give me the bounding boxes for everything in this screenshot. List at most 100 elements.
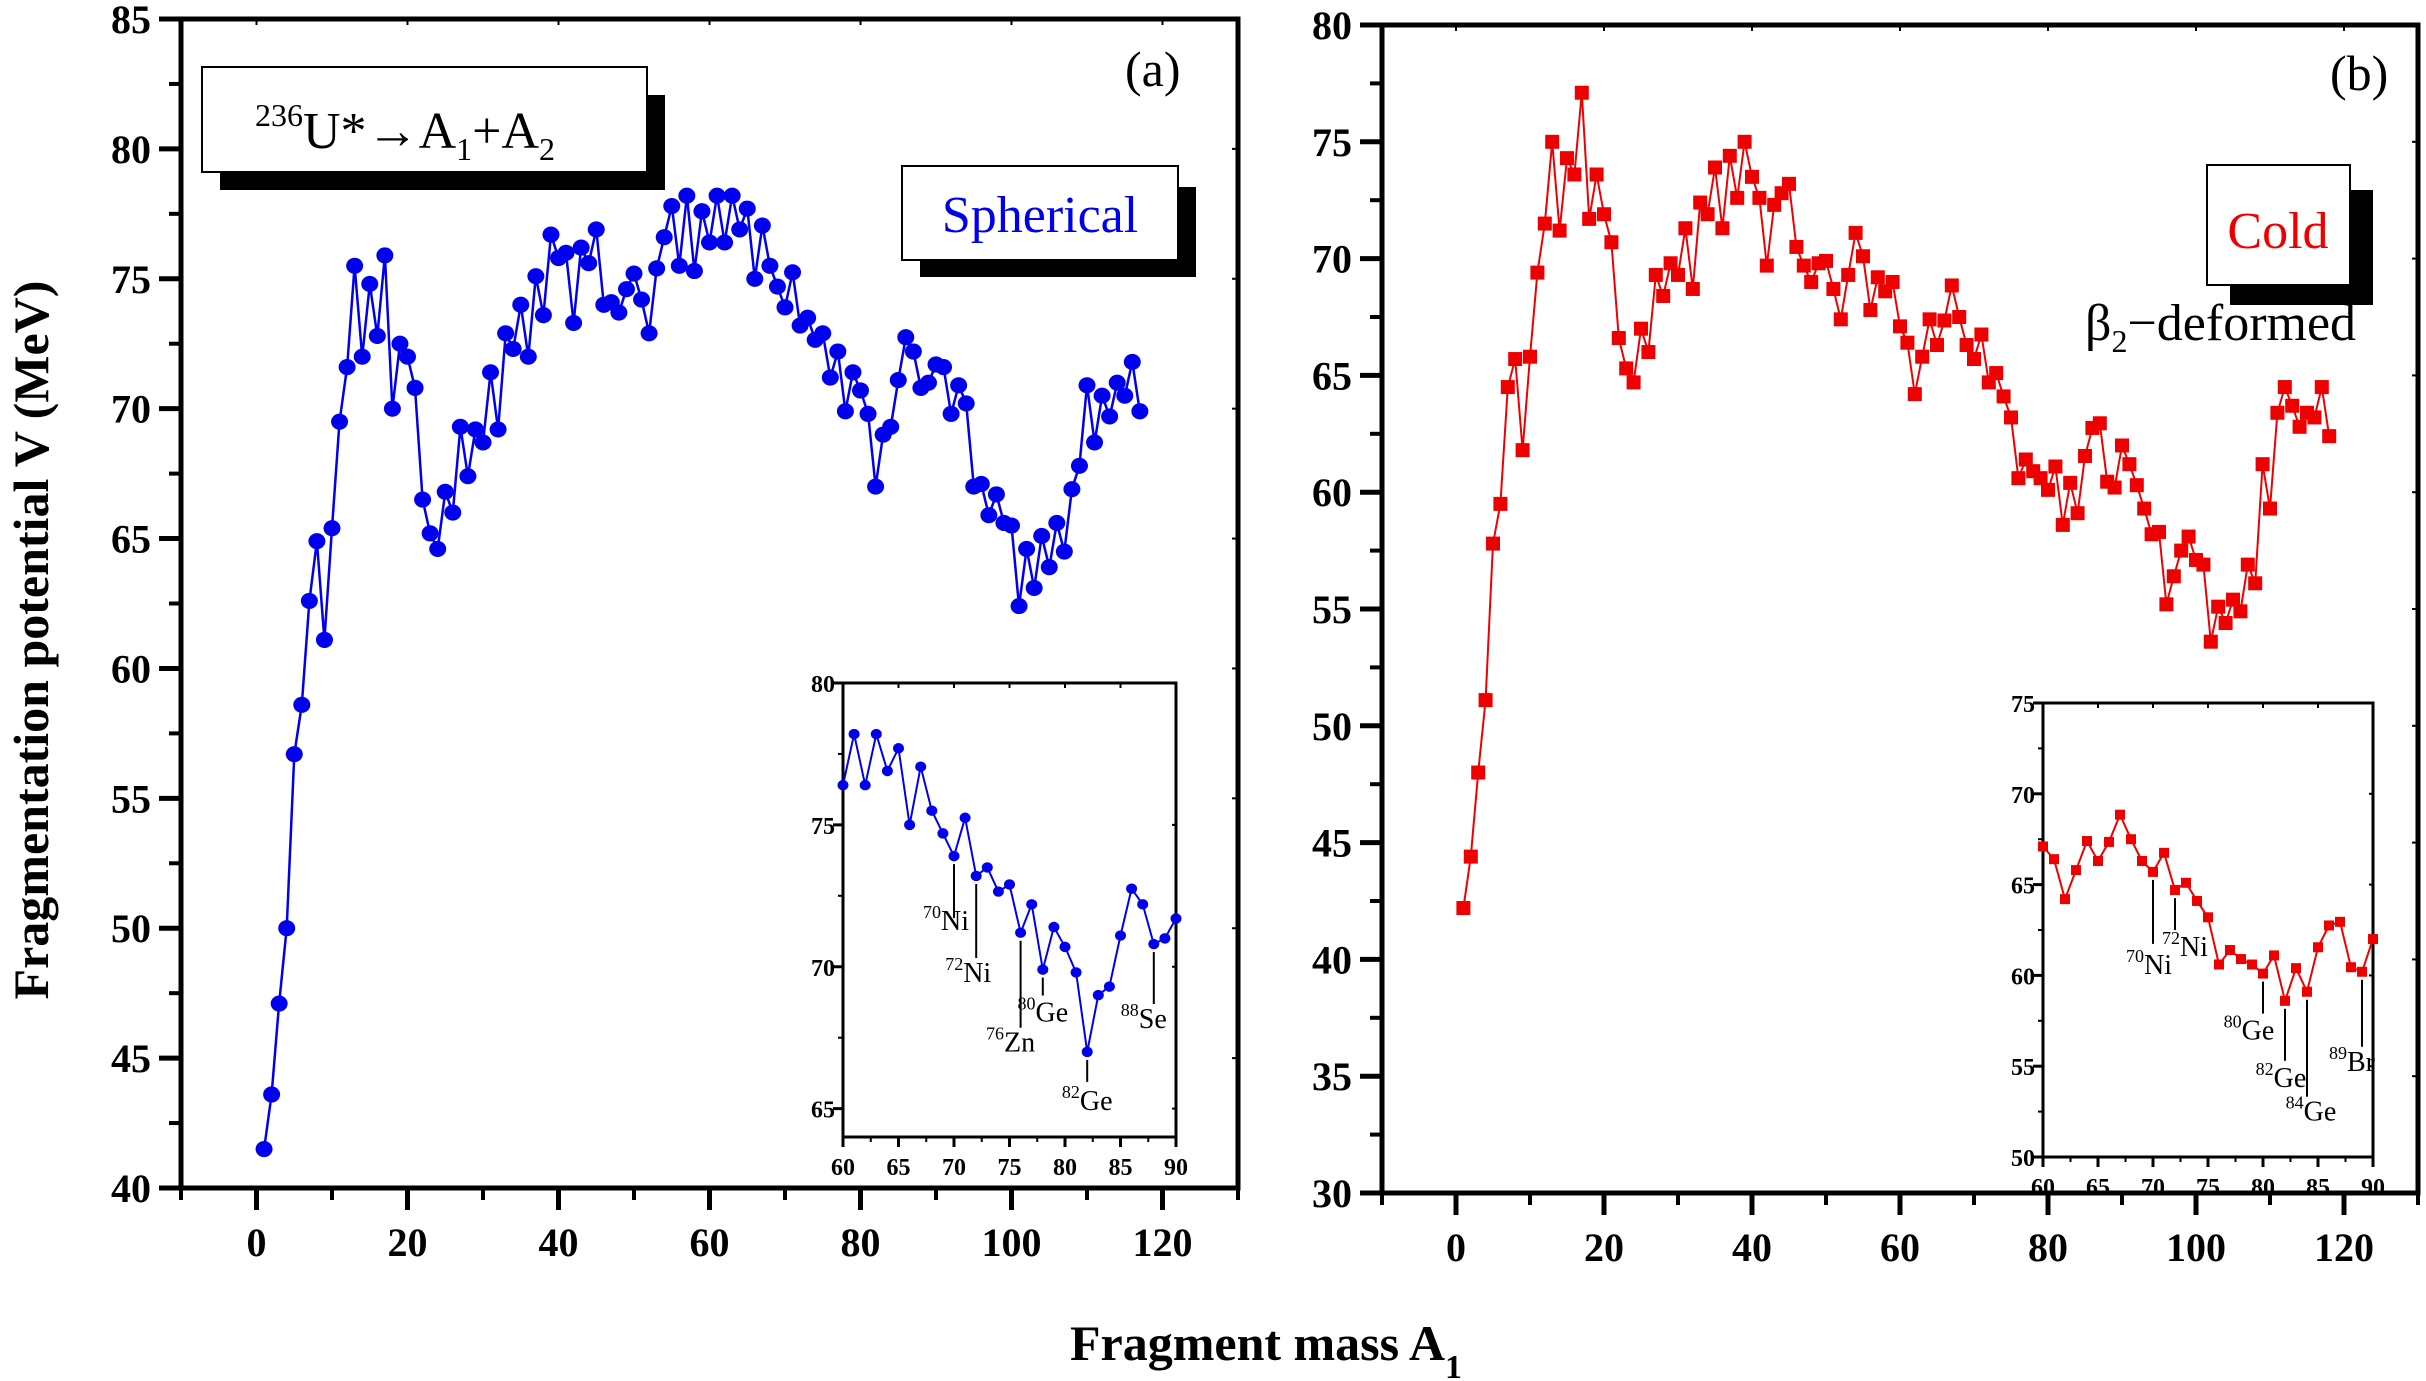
panel-b-data-point [1833, 312, 1848, 327]
inset-a-x-tick-label: 80 [1053, 1155, 1077, 1181]
panel-a-data-point [406, 379, 424, 396]
panel-b-data-point [1730, 190, 1745, 205]
panel-b-x-tick-label: 20 [1584, 1225, 1624, 1270]
inset-b-data-point [2357, 966, 2367, 977]
inset-b-data-point [2324, 920, 2334, 931]
panel-b-data-point [1574, 85, 1589, 100]
panel-b-y-tick-label: 65 [1312, 353, 1352, 398]
panel-a-y-tick-label: 65 [111, 517, 151, 562]
panel-a-data-point [421, 525, 439, 542]
isotope-mass-number: 72 [2162, 928, 2180, 948]
panel-b-data-point [1567, 167, 1582, 182]
panel-a-data-point [444, 504, 462, 521]
panel-b-data-point [1604, 235, 1619, 250]
panel-b-data-point [1959, 338, 1974, 353]
panel-b-data-point [2004, 410, 2018, 425]
isotope-element: Br [2347, 1047, 2376, 1078]
panel-b-data-point [1478, 693, 1493, 708]
inset-b-x-tick-label: 75 [2196, 1175, 2220, 1201]
panel-a-plot-area: 0 20 40 60 80 100 120 40 45 50 55 60 65 70 75 80 85 [111, 0, 1241, 1265]
panel-b-data-point [1922, 312, 1937, 327]
inset-b-data-point [2126, 834, 2136, 845]
panel-a-data-point [308, 533, 326, 550]
isotope-mass-number: 84 [2286, 1093, 2304, 1113]
panel-a-y-tick-label: 80 [111, 127, 151, 172]
isotope-mass-number: 80 [2224, 1012, 2242, 1032]
panel-b-tag: (b) [2330, 45, 2388, 101]
panel-a-data-point [799, 309, 817, 326]
isotope-label: 72Ni [2162, 928, 2208, 963]
inset-a-data-point [1103, 981, 1115, 992]
panel-a-data-point [980, 507, 998, 524]
panel-a-x-tick-label: 0 [247, 1220, 267, 1265]
x-axis-title-sub: 1 [1445, 1349, 1462, 1381]
panel-b-data-point [1634, 321, 1648, 336]
panel-b-data-point [2240, 557, 2255, 572]
isotope-element: Ge [1035, 998, 1068, 1029]
panel-a-data-point [1101, 408, 1119, 425]
inset-a-data-point [1148, 938, 1160, 950]
panel-a-data-point [776, 299, 794, 316]
panel-b-data-point [1486, 536, 1500, 551]
panel-a-data-point [1123, 353, 1141, 370]
panel-a-data-point [315, 631, 333, 648]
isotope-element: Ni [2144, 950, 2172, 981]
isotope-element: Ge [1080, 1086, 1113, 1117]
inset-a-data-point [1026, 899, 1038, 910]
panel-b-data-point [1856, 249, 1870, 264]
panel-b-data-point [1715, 221, 1730, 236]
isotope-label: 76Zn [986, 1024, 1035, 1059]
inset-b-data-point [2104, 836, 2114, 847]
panel-a-tag: (a) [1125, 41, 1181, 97]
panel-b-data-point [1745, 169, 1759, 184]
panel-a-data-point [768, 278, 786, 295]
inset-b-data-point [2291, 963, 2301, 974]
inset-b-data-point [2060, 894, 2070, 905]
inset-b-data-point [2093, 855, 2103, 866]
beta-symbol: β [2085, 295, 2111, 352]
inset-a-data-point [970, 870, 982, 882]
inset-a-data-point [1081, 1046, 1093, 1058]
panel-b-data-point [2115, 438, 2129, 453]
panel-a-data-point [270, 995, 288, 1012]
inset-b-data-point [2214, 959, 2224, 970]
panel-a-data-point [255, 1140, 273, 1158]
x-axis-title: Fragment mass A1 [1070, 1315, 1462, 1381]
panel-a-data-point [527, 268, 545, 285]
inset-a-data-point [848, 728, 860, 740]
inset-b-data-point [2302, 986, 2312, 997]
panel-a-data-point [693, 203, 711, 220]
panel-b-data-point [2181, 529, 2196, 544]
panel-b-data-point [1463, 849, 1478, 864]
panel-a-data-point [950, 377, 968, 394]
isotope-element: Ge [2274, 1063, 2307, 1094]
inset-a-data-point [1159, 933, 1171, 944]
panel-a-data-point [429, 540, 447, 558]
reaction-plus: + [472, 103, 501, 160]
panel-a-y-tick-label: 55 [111, 776, 151, 821]
panel-b-data-point [1937, 313, 1952, 328]
panel-b-data-point [1700, 207, 1715, 222]
panel-b-data-point [1767, 197, 1782, 212]
panel-b-data-point [1759, 258, 1774, 273]
panel-a-data-point [633, 291, 651, 308]
panel-a-x-tick-label: 120 [1133, 1220, 1193, 1265]
panel-a-data-point [972, 475, 990, 493]
panel-a-y-tick-label: 50 [111, 906, 151, 951]
y-axis-title: Fragmentation potential V (MeV) [3, 281, 59, 1000]
panel-b-data-point [1967, 352, 1981, 367]
panel-a-data-point [1048, 514, 1066, 532]
panel-a-data-point [701, 234, 718, 251]
inset-b-x-tick-label: 60 [2031, 1175, 2055, 1201]
panel-a-data-point [678, 187, 696, 204]
panel-b-data-point [1819, 253, 1833, 268]
cold-label-box: Cold [2206, 164, 2373, 305]
isotope-label: 70Ni [923, 902, 969, 937]
panel-b-data-point [2233, 604, 2248, 619]
panel-b-data-point [1974, 327, 1989, 342]
inset-b-data-point [2236, 954, 2246, 965]
panel-b-data-point [2055, 517, 2070, 532]
panel-b-data-point [2218, 616, 2233, 631]
panel-a-data-point [1033, 527, 1051, 545]
inset-a-x-tick-label: 90 [1164, 1155, 1188, 1181]
